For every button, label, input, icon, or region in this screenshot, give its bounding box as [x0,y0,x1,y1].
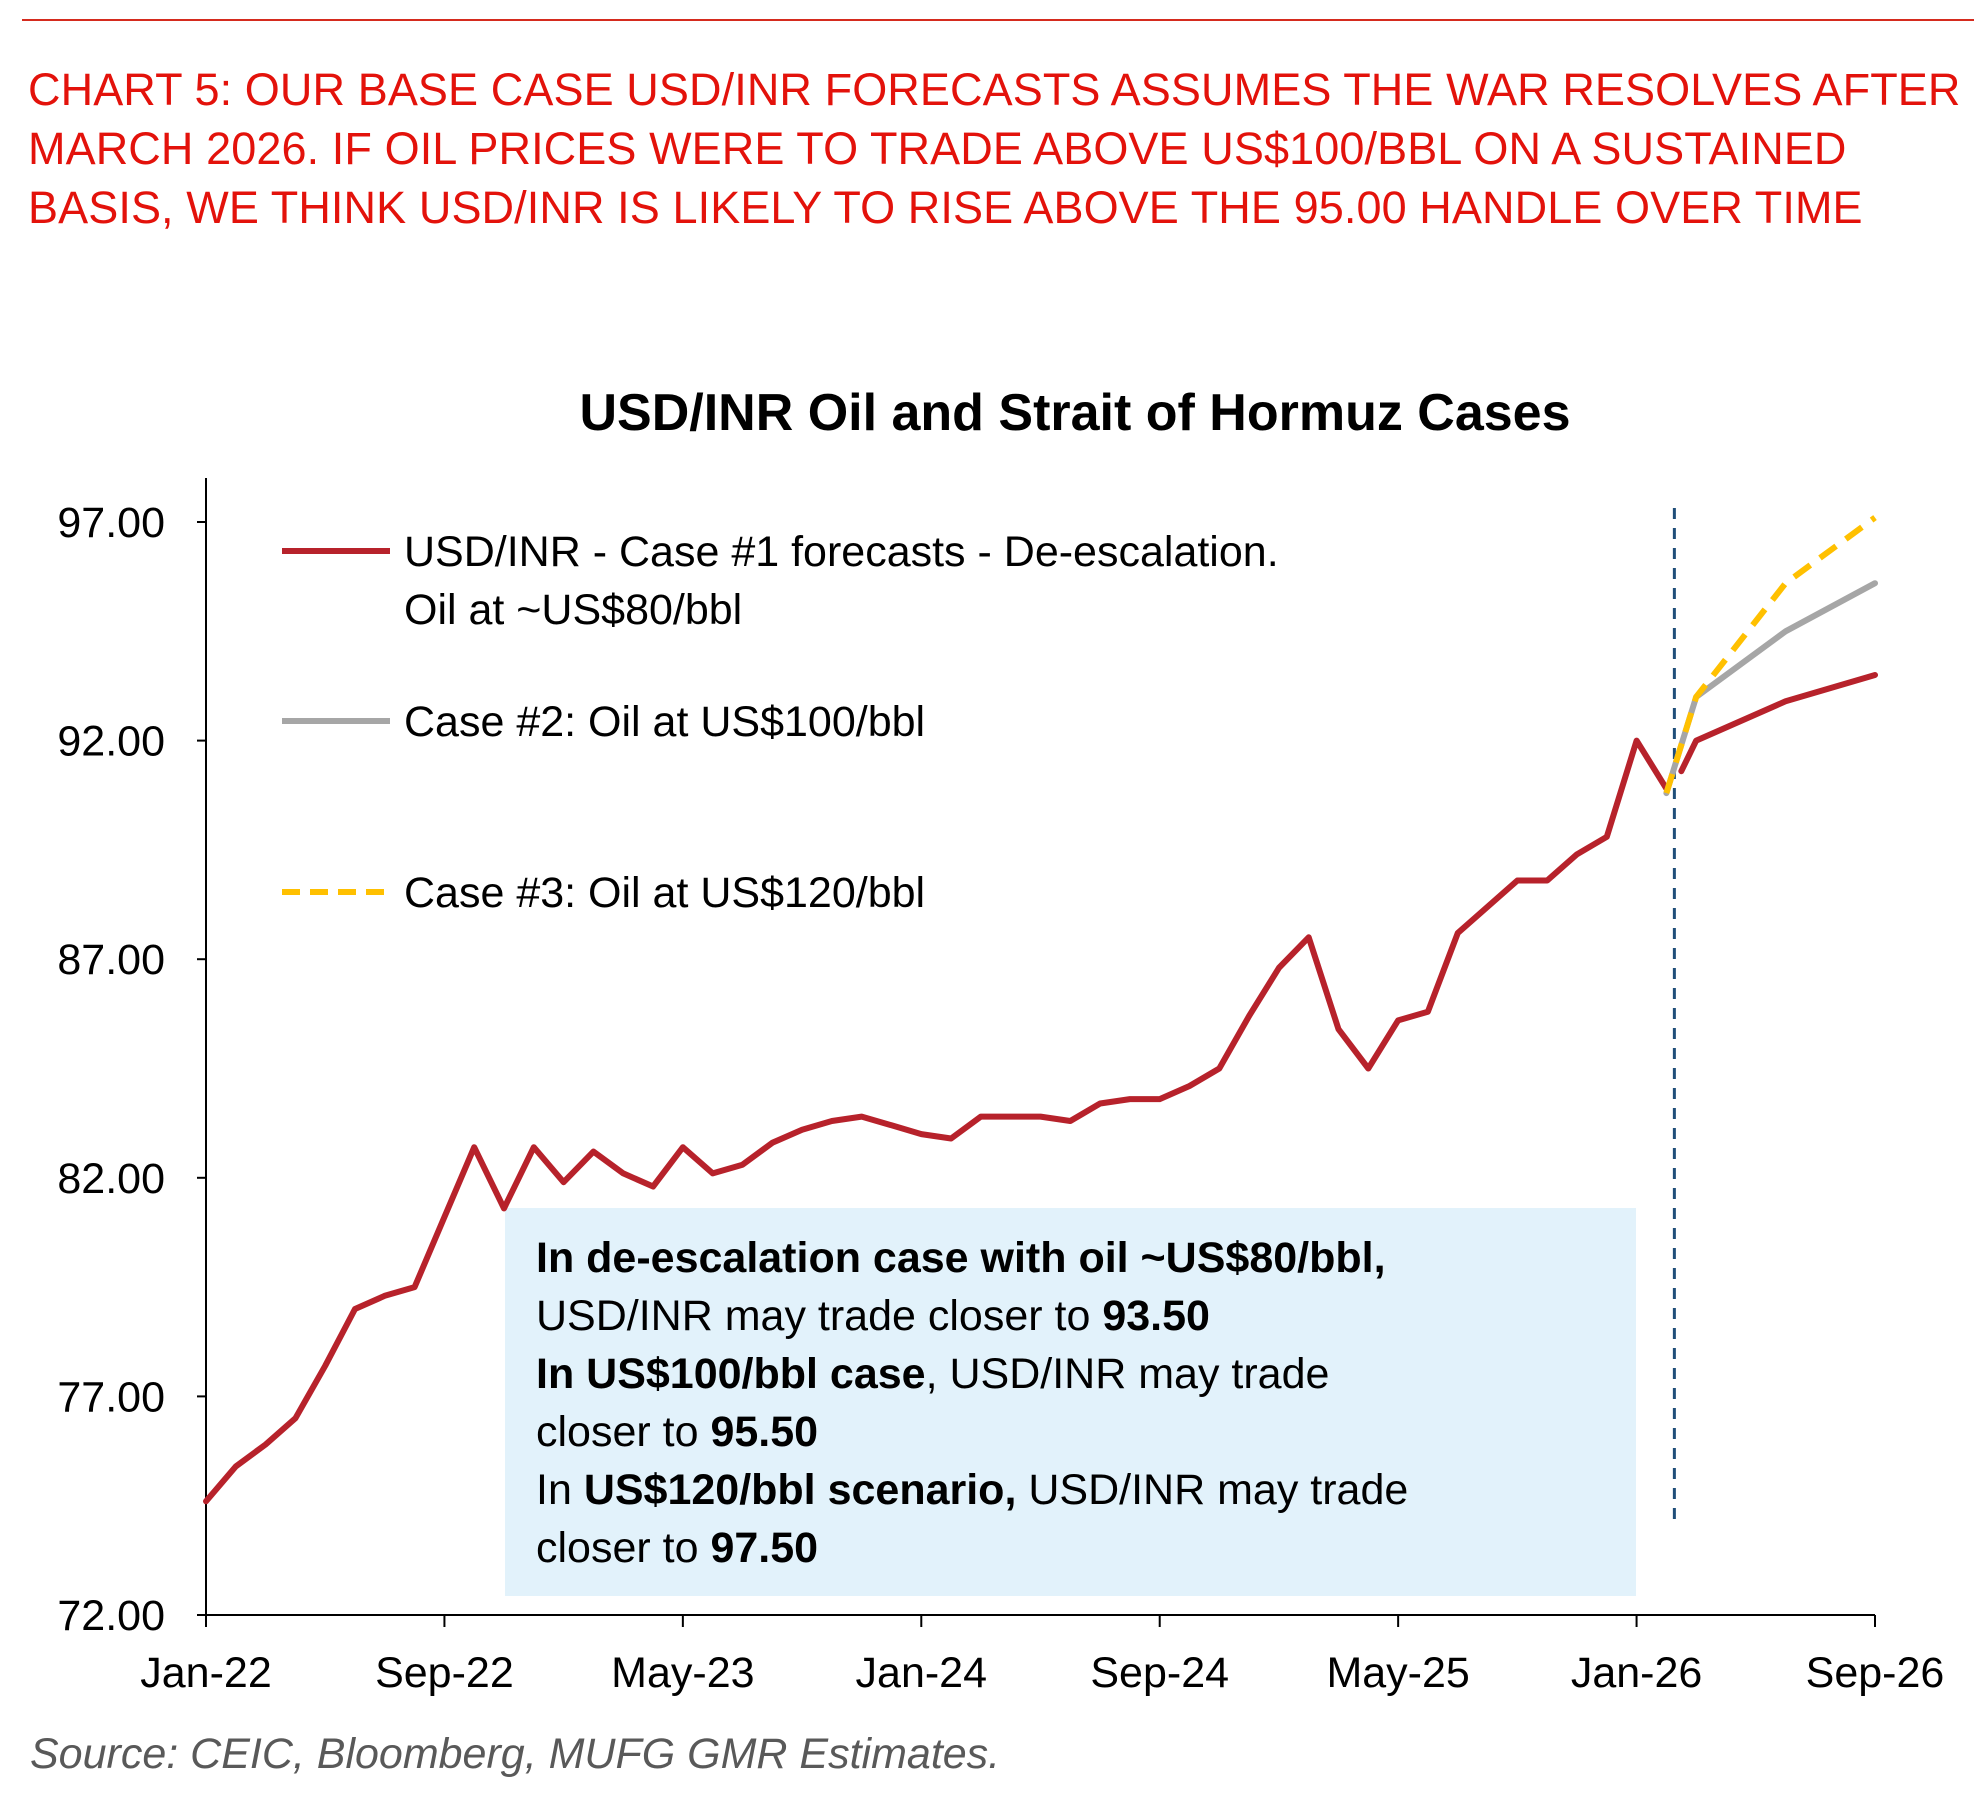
case1-forecast-line [1678,672,1878,775]
chart-title: USD/INR Oil and Strait of Hormuz Cases [579,384,1570,442]
x-tick-label: Jan-22 [140,1649,271,1697]
series-lines [203,515,1878,1505]
note-emphasis: US$120/bbl scenario, [584,1466,1017,1514]
legend-case3: Case #3: Oil at US$120/bbl [282,869,925,917]
note-line: In US$100/bbl case, USD/INR may trade [536,1350,1329,1398]
note-emphasis: In US$100/bbl case [536,1350,926,1398]
note-line: In de-escalation case with oil ~US$80/bb… [536,1234,1386,1282]
note-text-segment: In [536,1466,584,1514]
x-tick-label: Sep-24 [1090,1649,1229,1697]
note-line: USD/INR may trade closer to 93.50 [536,1292,1210,1340]
case3-line [1663,515,1877,794]
y-tick-label: 77.00 [57,1373,165,1421]
note-line: closer to 95.50 [536,1408,818,1456]
x-tick-label: Jan-26 [1571,1649,1702,1697]
note-emphasis: 97.50 [710,1524,818,1572]
y-tick-label: 72.00 [57,1592,165,1640]
x-tick-label: May-25 [1326,1649,1469,1697]
x-tick-label: Jan-24 [856,1649,987,1697]
legend-case2: Case #2: Oil at US$100/bbl [282,698,925,746]
case1-history-line [203,737,1670,1505]
note-text-segment: closer to [536,1524,710,1572]
note-text-segment: closer to [536,1408,710,1456]
x-tick-label: Sep-22 [375,1649,514,1697]
note-emphasis: In de-escalation case with oil ~US$80/bb… [536,1234,1386,1282]
legend-case1: USD/INR - Case #1 forecasts - De-escalat… [282,528,1279,634]
note-text-segment: , USD/INR may trade [926,1350,1330,1398]
x-tick-label: May-23 [611,1649,754,1697]
legend-label: USD/INR - Case #1 forecasts - De-escalat… [404,528,1279,576]
note-emphasis: 95.50 [710,1408,818,1456]
legend-label: Case #3: Oil at US$120/bbl [404,869,925,917]
note-line: closer to 97.50 [536,1524,818,1572]
note-line: In US$120/bbl scenario, USD/INR may trad… [536,1466,1408,1514]
axes: 97.00 92.00 87.00 82.00 77.00 72.00 Jan-22 Sep-… [57,478,1944,1697]
x-tick-label: Sep-26 [1806,1649,1945,1697]
chart-headline: CHART 5: OUR BASE CASE USD/INR FORECASTS… [28,64,1961,233]
legend-label: Oil at ~US$80/bbl [404,586,742,634]
y-tick-label: 97.00 [57,499,165,547]
top-rule [22,19,1974,21]
note-text-segment: USD/INR may trade closer to [536,1292,1102,1340]
y-tick-label: 82.00 [57,1155,165,1203]
note-background [505,1208,1636,1596]
legend-label: Case #2: Oil at US$100/bbl [404,698,925,746]
scenario-note: In de-escalation case with oil ~US$80/bb… [505,1208,1636,1596]
y-tick-label: 87.00 [57,936,165,984]
legend: USD/INR - Case #1 forecasts - De-escalat… [282,528,1279,917]
case2-line [1663,580,1878,797]
source-note: Source: CEIC, Bloomberg, MUFG GMR Estima… [30,1730,1001,1778]
note-emphasis: 93.50 [1102,1292,1210,1340]
note-text-segment: USD/INR may trade [1016,1466,1408,1514]
y-tick-label: 92.00 [57,718,165,766]
